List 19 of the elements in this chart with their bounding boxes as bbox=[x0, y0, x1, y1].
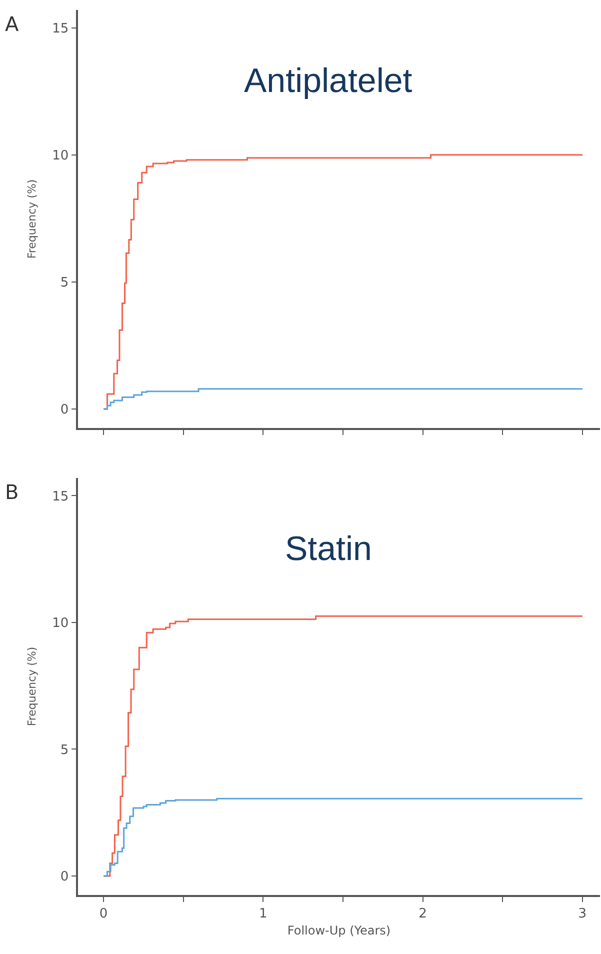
x-tick-label: 2 bbox=[418, 906, 427, 922]
y-axis-title: Frequency (%) bbox=[25, 646, 38, 726]
text: Antiplatelet bbox=[244, 62, 413, 100]
y-tick-label: 15 bbox=[52, 489, 69, 504]
y-tick-label: 0 bbox=[60, 870, 69, 885]
y-axis-title: Frequency (%) bbox=[25, 179, 38, 259]
y-tick-label: 10 bbox=[52, 616, 69, 632]
x-tick-label: 0 bbox=[99, 906, 108, 922]
y-tick-label: 15 bbox=[52, 21, 69, 36]
x-tick-label: 3 bbox=[578, 906, 587, 922]
x-axis-title: Follow-Up (Years) bbox=[287, 924, 391, 938]
chart-title: B bbox=[5, 480, 19, 504]
y-tick-label: 0 bbox=[60, 402, 69, 418]
y-tick-label: 5 bbox=[60, 742, 69, 758]
y-tick-label: 5 bbox=[60, 275, 69, 290]
chart-title: A bbox=[5, 12, 19, 36]
x-tick-label: 1 bbox=[259, 906, 268, 922]
text: Statin bbox=[285, 530, 372, 568]
y-tick-label: 10 bbox=[52, 148, 69, 164]
